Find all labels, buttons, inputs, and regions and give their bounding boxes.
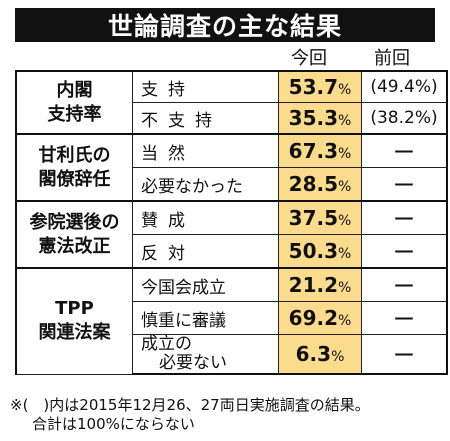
percent-unit: % xyxy=(338,246,352,262)
table-row: TPP 関連法案 今国会成立 21.2% ー xyxy=(15,267,448,375)
category-label: 内閣 支持率 xyxy=(15,70,133,135)
current-value: 37.5% xyxy=(278,200,362,235)
percent-unit: % xyxy=(338,82,352,98)
table-row: 反対 50.3% ー xyxy=(16,234,448,269)
answer-option: 今国会成立 xyxy=(132,267,279,302)
table-row: 内閣 支持率 支持 53.7% (49.4%) xyxy=(15,70,448,135)
answer-option: 不支持 xyxy=(132,102,279,135)
current-value: 53.7% xyxy=(278,70,362,103)
previous-value: ー xyxy=(361,267,448,302)
table-row: 必要なかった 28.5% ー xyxy=(16,167,448,202)
footnote-line-1: ※( )内は2015年12月26、27両日実施調査の結果。 xyxy=(10,396,370,414)
current-value: 28.5% xyxy=(278,167,362,202)
answer-option-line: 必要ない xyxy=(159,353,227,373)
answer-option: 支持 xyxy=(132,70,279,103)
answer-option: 必要なかった xyxy=(132,167,279,202)
table-row: 参院選後の 憲法改正 賛成 37.5% ー xyxy=(15,200,448,269)
table-row: 不支持 35.3% (38.2%) xyxy=(16,102,448,135)
current-value-number: 28.5 xyxy=(288,172,339,196)
current-value: 69.2% xyxy=(278,301,362,335)
current-value-number: 67.3 xyxy=(288,139,339,163)
previous-value: ー xyxy=(361,334,448,375)
category-label-line: 参院選後の xyxy=(29,211,120,233)
current-value-number: 21.2 xyxy=(288,273,339,297)
category-label: TPP 関連法案 xyxy=(15,267,133,375)
category-label: 甘利氏の 閣僚辞任 xyxy=(15,133,133,202)
table-row: 慎重に審議 69.2% ー xyxy=(16,301,448,335)
footnote: ※( )内は2015年12月26、27両日実施調査の結果。 合計は100%になら… xyxy=(10,396,445,434)
percent-unit: % xyxy=(331,349,345,365)
percent-unit: % xyxy=(338,213,352,229)
header-current: 今回 xyxy=(291,48,327,69)
category-label: 参院選後の 憲法改正 xyxy=(15,200,133,269)
previous-value: ー xyxy=(361,200,448,235)
previous-value: ー xyxy=(361,167,448,202)
previous-value: (38.2%) xyxy=(361,102,448,135)
percent-unit: % xyxy=(338,179,352,195)
current-value: 50.3% xyxy=(278,234,362,269)
category-label-line: 支持率 xyxy=(47,103,102,125)
current-value: 35.3% xyxy=(278,102,362,135)
answer-option: 成立の 必要ない xyxy=(132,334,279,375)
table-row: 甘利氏の 閣僚辞任 当然 67.3% ー xyxy=(15,133,448,202)
current-value: 6.3% xyxy=(278,334,362,375)
current-value-number: 53.7 xyxy=(288,75,339,99)
percent-unit: % xyxy=(338,280,352,296)
percent-unit: % xyxy=(338,313,352,329)
current-value-number: 35.3 xyxy=(288,106,339,130)
category-label-line: 内閣 xyxy=(56,79,93,101)
table-row: 成立の 必要ない 6.3% ー xyxy=(16,334,448,375)
current-value-number: 50.3 xyxy=(288,239,339,263)
category-label-line: 憲法改正 xyxy=(38,235,111,257)
category-label-line: TPP xyxy=(55,298,94,320)
category-label-line: 閣僚辞任 xyxy=(38,168,111,190)
footnote-line-2: 合計は100%にならない xyxy=(32,415,195,433)
current-value-number: 37.5 xyxy=(288,206,339,230)
answer-option: 反対 xyxy=(132,234,279,269)
answer-option: 慎重に審議 xyxy=(132,301,279,335)
current-value-number: 69.2 xyxy=(288,306,339,330)
answer-option: 当然 xyxy=(132,133,279,168)
current-value-number: 6.3 xyxy=(295,342,332,366)
percent-unit: % xyxy=(338,113,352,129)
previous-value: (49.4%) xyxy=(361,70,448,103)
previous-value: ー xyxy=(361,133,448,168)
current-value: 21.2% xyxy=(278,267,362,302)
header-previous: 前回 xyxy=(374,48,410,69)
category-label-line: 甘利氏の xyxy=(38,144,111,166)
previous-value: ー xyxy=(361,234,448,269)
panel-title: 世論調査の主な結果 xyxy=(15,8,435,42)
answer-option-line: 成立の xyxy=(141,334,192,354)
current-value: 67.3% xyxy=(278,133,362,168)
results-table: 内閣 支持率 支持 53.7% (49.4%) 不支持 35.3% (38.2%) 甘利氏の 閣僚… xyxy=(15,70,448,375)
category-label-line: 関連法案 xyxy=(38,322,111,344)
percent-unit: % xyxy=(338,146,352,162)
answer-option: 賛成 xyxy=(132,200,279,235)
previous-value: ー xyxy=(361,301,448,335)
